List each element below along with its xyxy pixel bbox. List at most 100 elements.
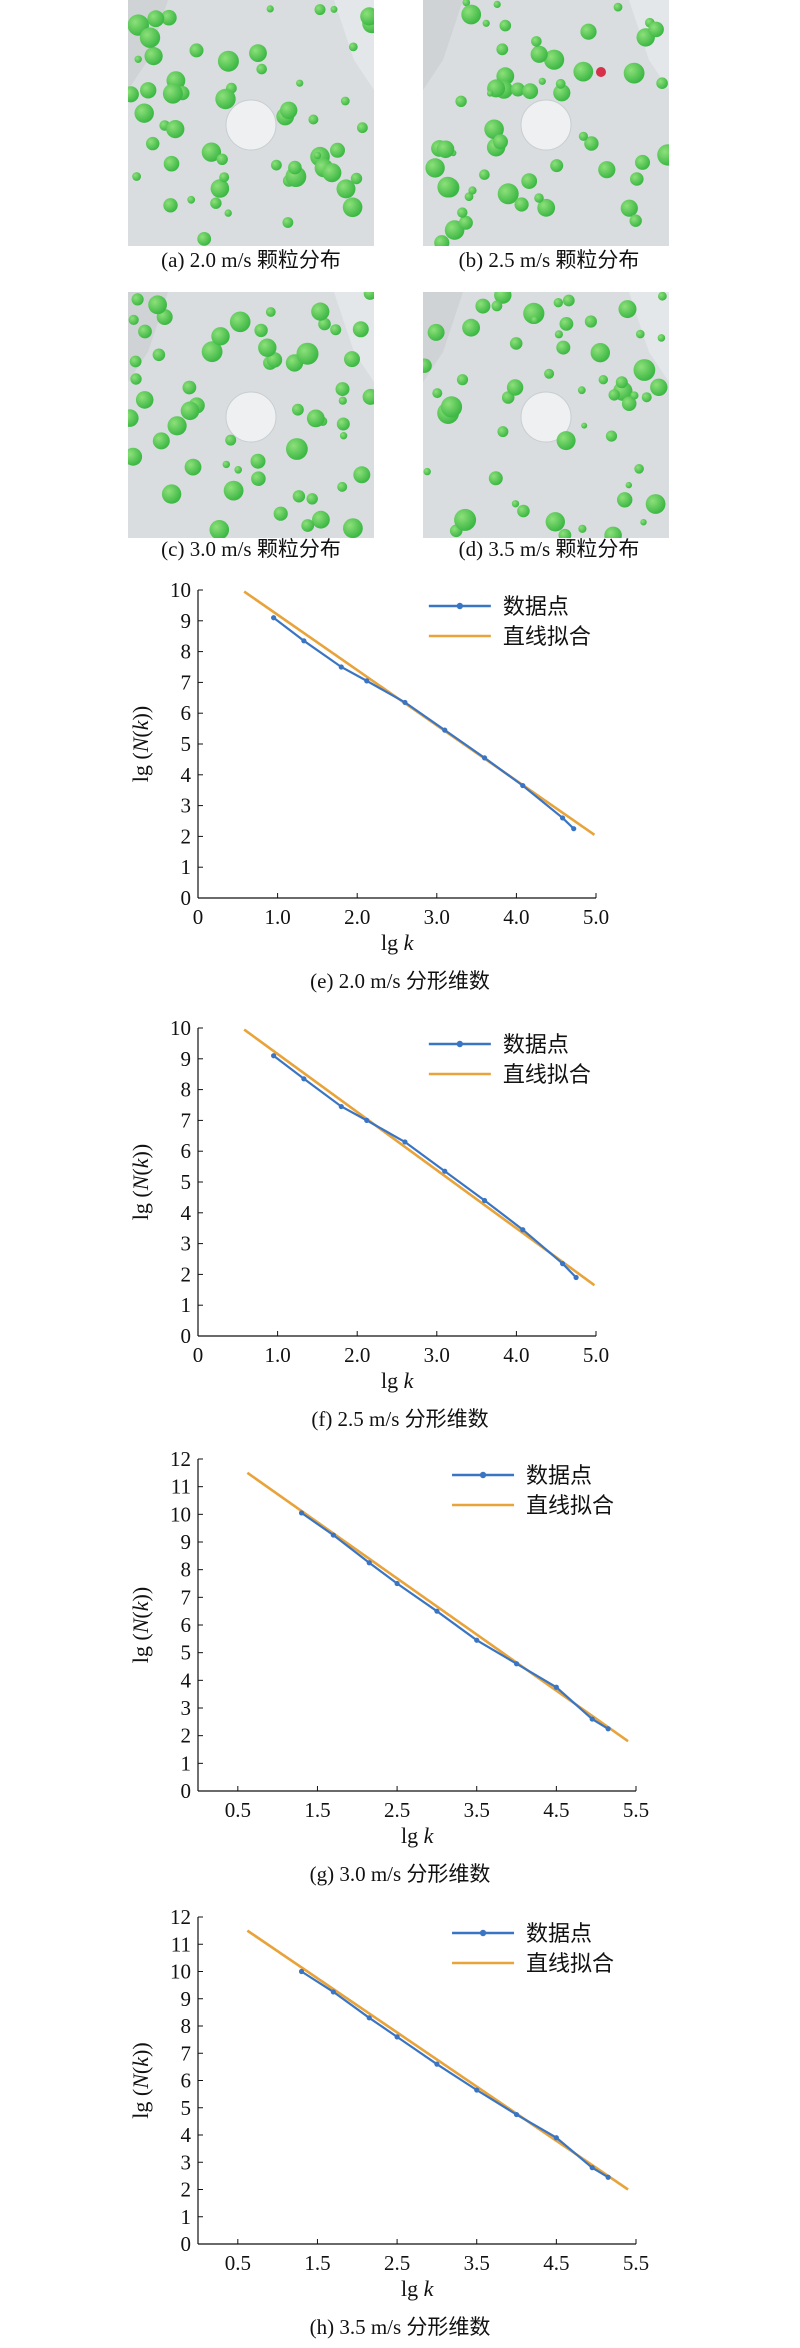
panel-caption-b: (b) 2.5 m/s 颗粒分布 (458, 248, 640, 272)
particle (488, 471, 503, 486)
particle (497, 183, 519, 205)
legend-label-fit: 直线拟合 (526, 1494, 614, 1519)
y-tick-label: 0 (181, 1324, 192, 1348)
particle (135, 391, 154, 409)
particle (621, 396, 637, 411)
particle (427, 323, 445, 341)
particle (336, 179, 356, 199)
data-series-line (272, 616, 575, 830)
x-tick-label: 3.5 (464, 2251, 490, 2275)
particle (531, 316, 539, 324)
particle (348, 42, 358, 52)
particle (134, 55, 142, 63)
particle (657, 334, 666, 342)
particle (318, 317, 331, 331)
y-tick-label: 6 (181, 1139, 192, 1163)
particle (189, 43, 204, 58)
particle (296, 79, 304, 87)
data-point (571, 826, 577, 832)
particle (353, 466, 371, 484)
particle (432, 388, 443, 399)
particle (556, 340, 571, 355)
chart-f: 0 1 2 3 4 5 6 7 8 9 10 0 1.0 2.0 3.0 4.0 5.0 lg k lg (N(k)… (0, 1009, 800, 1439)
particle (201, 142, 222, 162)
particle (499, 19, 512, 32)
particle (301, 519, 315, 532)
particle (514, 197, 529, 212)
y-tick-label: 4 (181, 2123, 192, 2147)
chart-e: 0 1 2 3 4 5 6 7 8 9 10 0 1.0 2.0 3.0 4.0 5.0 lg k lg (N(k)… (0, 578, 800, 1004)
particle (209, 520, 230, 538)
particle (425, 158, 445, 178)
particle (306, 493, 318, 505)
data-point (474, 1637, 480, 1643)
particle (313, 151, 322, 160)
particle (201, 341, 223, 363)
particle (129, 355, 142, 368)
particle (645, 494, 666, 514)
particle (161, 484, 182, 504)
legend-label-data: 数据点 (526, 1922, 592, 1947)
particle (311, 302, 330, 321)
data-point (605, 1726, 611, 1732)
y-tick-label: 2 (181, 1262, 192, 1286)
cylinder-obstacle (520, 391, 572, 443)
y-tick-label: 8 (181, 2014, 192, 2038)
particle (344, 351, 360, 368)
particle-image-c (128, 292, 374, 538)
chart-h: 0 1 2 3 4 5 6 7 8 9 10 11 12 0.5 1.5 2.5 3.5 4.5 5.5 lg k lg… (0, 1898, 800, 2348)
particle (330, 324, 342, 336)
data-point (589, 2165, 595, 2171)
x-tick-label: 1.0 (264, 905, 290, 929)
y-tick-label: 9 (181, 1530, 192, 1554)
panel-caption-c: (c) 3.0 m/s 颗粒分布 (161, 537, 341, 561)
particle (360, 7, 374, 26)
particle (534, 193, 544, 203)
y-tick-label: 4 (181, 1201, 192, 1225)
particle (496, 67, 515, 86)
particle (584, 315, 597, 328)
particle (580, 23, 597, 40)
particle (350, 172, 363, 185)
legend-marker-data (479, 1471, 487, 1479)
particle (506, 379, 524, 396)
data-point (394, 2034, 400, 2040)
particle (132, 172, 141, 181)
particle (144, 47, 163, 66)
particle (456, 374, 469, 386)
particle (598, 161, 616, 179)
legend-marker-data (456, 602, 464, 610)
particle (484, 119, 504, 140)
y-tick-label: 3 (181, 1696, 192, 1720)
particle (618, 300, 637, 319)
particle (584, 136, 599, 151)
particle (128, 409, 139, 427)
particle (517, 504, 530, 518)
particle (479, 169, 490, 180)
particle (648, 21, 664, 38)
x-tick-label: 5.5 (623, 2251, 649, 2275)
data-series-line (300, 1970, 609, 2179)
y-tick-label: 3 (181, 2150, 192, 2174)
chamber-wall-left (423, 0, 463, 90)
y-axis-label: lg (N(k)) (128, 1144, 153, 1220)
fit-line (243, 1028, 596, 1287)
particle (343, 518, 363, 538)
y-tick-label: 3 (181, 794, 192, 818)
particle (608, 389, 620, 401)
particle (152, 348, 166, 362)
particle (613, 2, 623, 12)
particle (486, 90, 494, 97)
particle (464, 192, 474, 202)
y-tick-label: 6 (181, 1613, 192, 1637)
particle (234, 466, 242, 474)
particle (468, 186, 477, 195)
particle (337, 481, 348, 492)
particle (656, 77, 668, 89)
data-point (402, 699, 408, 706)
legend-marker-data (456, 1040, 464, 1048)
y-tick-label: 0 (181, 1779, 192, 1803)
particle (556, 431, 576, 451)
particle (461, 4, 482, 25)
